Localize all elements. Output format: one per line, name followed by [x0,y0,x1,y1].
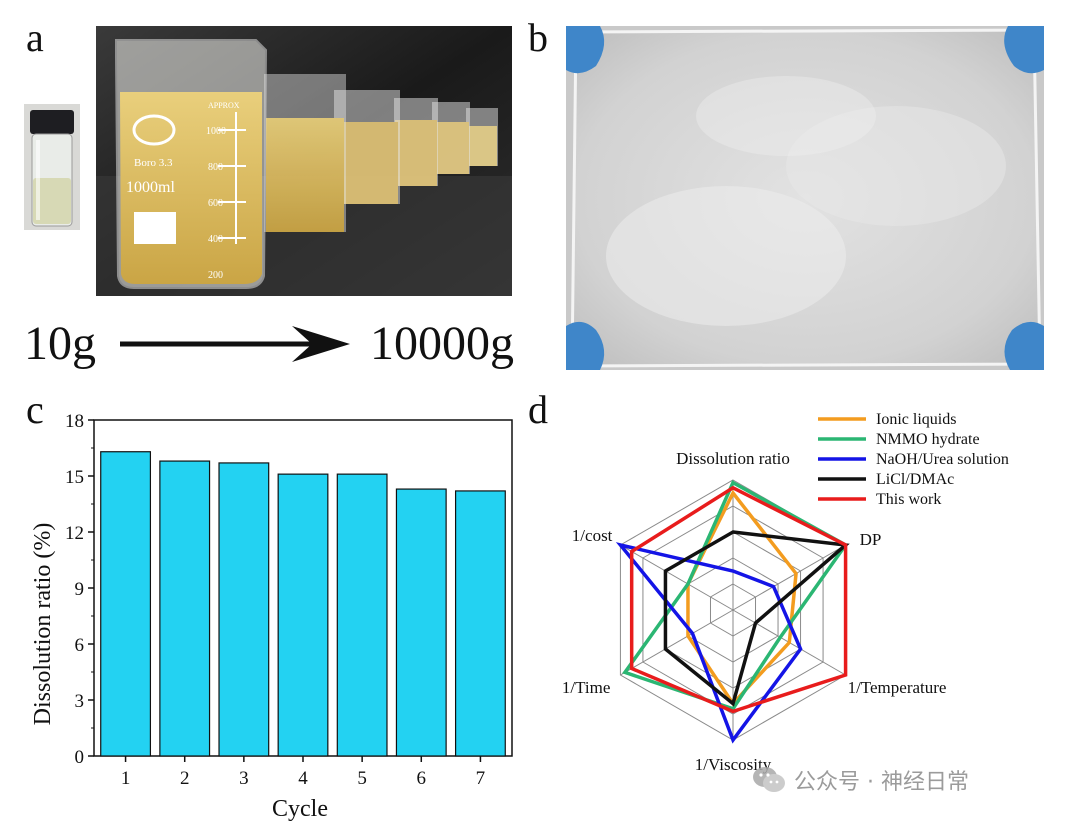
bar [100,451,152,757]
legend-label: NMMO hydrate [876,431,980,448]
wechat-icon [753,767,785,792]
legend-label: Ionic liquids [876,411,956,428]
radar-axis-label: 1/Viscosity [695,755,772,774]
bar [159,460,211,757]
x-tick-label: 3 [239,768,249,789]
x-axis-label: Cycle [272,796,328,822]
bar [336,473,388,757]
x-tick-label: 4 [298,768,308,789]
legend-label: LiCl/DMAc [876,471,954,488]
bar [277,473,329,757]
x-tick-label: 5 [357,768,367,789]
graduation-600: 600 [208,198,223,209]
y-tick-label: 15 [65,467,84,488]
vial-photo [24,104,80,230]
radar-axis-label: 1/Temperature [848,678,947,697]
y-tick-label: 3 [75,691,85,712]
scale-start-label: 10g [24,317,96,370]
y-tick-label: 9 [75,579,85,600]
radar-spoke [732,544,846,611]
bar [395,488,447,757]
watermark-text: 公众号 · 神经日常 [794,770,969,795]
bar [454,490,506,757]
beakers-photo: 1000 800 600 400 200 APPROX Boro 3.3 100… [96,26,512,296]
bar [218,462,270,757]
scale-end-label: 10000g [370,317,514,370]
cellulose-film-photo [566,26,1044,370]
graduation-400: 400 [208,234,223,245]
panel-label-c: c [26,387,44,432]
graduation-800: 800 [208,162,223,173]
watermark: 公众号 · 神经日常 [752,762,969,798]
panel-label-a: a [26,15,44,60]
radar-spoke [620,609,734,676]
radar-chart: Dissolution ratio DP 1/Temperature 1/Viscos… [562,411,1009,774]
panel-label-d: d [528,387,548,432]
y-tick-label: 6 [75,635,85,656]
radar-series-line [629,485,848,714]
y-tick-label: 12 [65,523,84,544]
radar-axis-label: 1/Time [562,678,611,697]
y-tick-label: 0 [75,747,85,768]
graduation-1000: 1000 [206,126,226,137]
beaker-approx-text: APPROX [208,101,240,110]
y-tick-label: 18 [65,411,84,432]
legend-label: This work [876,491,941,508]
radar-axis-label: 1/cost [572,526,613,545]
radar-axis-label: DP [860,530,882,549]
graduation-200: 200 [208,270,223,281]
radar-series-line [622,480,849,711]
x-tick-label: 1 [121,768,131,789]
x-tick-label: 2 [180,768,190,789]
radar-axis-label: Dissolution ratio [676,449,790,468]
radar-series-line [615,542,803,744]
x-tick-label: 6 [417,768,427,789]
legend-label: NaOH/Urea solution [876,451,1009,468]
radar-spoke [620,544,734,611]
y-axis-label: Dissolution ratio (%) [30,523,56,726]
beaker-glass-text: Boro 3.3 [134,157,173,169]
scale-up-arrow [120,326,350,362]
glove-icon [566,26,1044,370]
x-tick-label: 7 [476,768,486,789]
panel-label-b: b [528,15,548,60]
beaker-volume-text: 1000ml [126,179,175,196]
